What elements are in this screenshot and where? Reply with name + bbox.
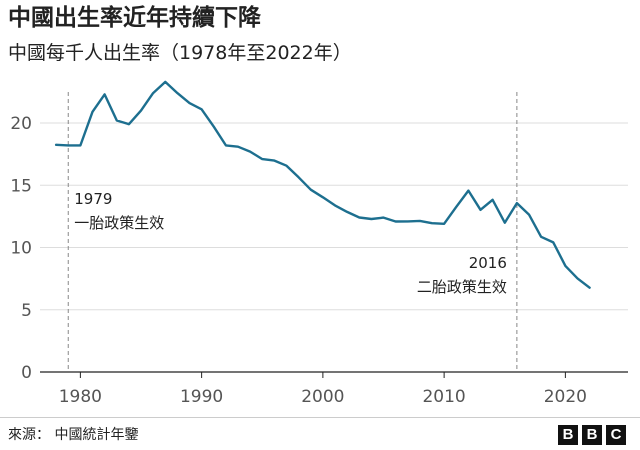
data-point xyxy=(91,111,93,113)
data-point xyxy=(55,144,57,146)
x-tick-label: 2010 xyxy=(422,387,465,407)
data-point xyxy=(237,145,239,147)
series-line xyxy=(54,80,591,289)
data-point xyxy=(564,265,566,267)
data-point xyxy=(504,222,506,224)
series-layer xyxy=(54,80,591,289)
data-point xyxy=(322,196,324,198)
axis-layer xyxy=(40,371,628,378)
data-point xyxy=(467,189,469,191)
data-point xyxy=(528,213,530,215)
data-point xyxy=(310,189,312,191)
data-point xyxy=(516,202,518,204)
data-point xyxy=(225,144,227,146)
data-point xyxy=(419,220,421,222)
data-point xyxy=(188,102,190,104)
data-point xyxy=(140,109,142,111)
data-point xyxy=(334,204,336,206)
logo-letter: C xyxy=(606,425,626,445)
logo-letter: B xyxy=(582,425,602,445)
birth-rate-line-chart: 0 5 10 15 20 1980 1990 2000 2010 2020 1979 一胎政策生效 20… xyxy=(10,80,628,407)
y-tick-label: 10 xyxy=(10,239,32,259)
source-note: 來源： 中國統計年鑒 xyxy=(8,427,139,443)
data-point xyxy=(540,236,542,238)
annotation-text: 二胎政策生效 xyxy=(417,278,507,296)
data-point xyxy=(164,81,166,83)
data-point xyxy=(407,220,409,222)
y-tick-label: 20 xyxy=(10,114,32,134)
grid-layer xyxy=(40,122,628,311)
data-point xyxy=(382,216,384,218)
data-point xyxy=(128,123,130,125)
label-layer: 0 5 10 15 20 1980 1990 2000 2010 2020 1979 一胎政策生效 20… xyxy=(10,114,587,407)
data-point xyxy=(358,216,360,218)
data-point xyxy=(285,165,287,167)
x-tick-label: 1980 xyxy=(59,387,102,407)
data-point xyxy=(273,159,275,161)
data-point xyxy=(443,223,445,225)
y-tick-label: 15 xyxy=(10,176,32,196)
data-point xyxy=(79,144,81,146)
x-tick-label: 2000 xyxy=(301,387,344,407)
annotation-year: 2016 xyxy=(469,254,507,272)
data-point xyxy=(249,150,251,152)
data-point xyxy=(261,158,263,160)
data-point xyxy=(491,199,493,201)
data-point xyxy=(297,176,299,178)
data-point xyxy=(588,287,590,289)
data-point xyxy=(370,218,372,220)
logo-letter: B xyxy=(558,425,578,445)
data-point xyxy=(67,144,69,146)
data-point xyxy=(576,277,578,279)
data-point xyxy=(394,220,396,222)
data-point xyxy=(552,241,554,243)
bbc-logo: B B C xyxy=(558,425,626,445)
x-tick-label: 1990 xyxy=(180,387,223,407)
footer-divider xyxy=(0,417,640,418)
data-point xyxy=(176,92,178,94)
data-point xyxy=(346,211,348,213)
data-point xyxy=(479,209,481,211)
data-point xyxy=(431,222,433,224)
data-point xyxy=(103,93,105,95)
annotation-text: 一胎政策生效 xyxy=(74,214,164,232)
y-tick-label: 5 xyxy=(21,301,32,321)
y-tick-label: 0 xyxy=(21,363,32,383)
data-point xyxy=(116,119,118,121)
data-point xyxy=(152,92,154,94)
annotation-layer xyxy=(67,92,518,372)
data-point xyxy=(200,108,202,110)
annotation-year: 1979 xyxy=(74,190,112,208)
x-tick-label: 2020 xyxy=(544,387,587,407)
data-point xyxy=(213,126,215,128)
chart-title: 中國出生率近年持續下降 xyxy=(8,5,261,31)
chart-subtitle: 中國每千人出生率（1978年至2022年） xyxy=(8,42,352,64)
data-point xyxy=(455,206,457,208)
